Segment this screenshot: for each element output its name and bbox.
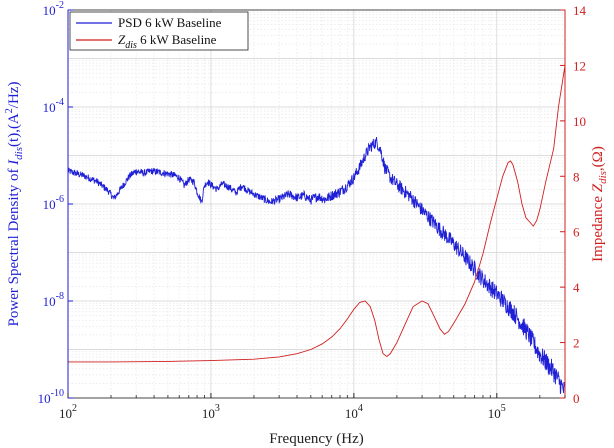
x-axis-tick-label: 102 [59,403,77,421]
legend-label-psd: PSD 6 kW Baseline [118,15,222,30]
legend: PSD 6 kW Baseline Zdis 6 kW Baseline [69,11,249,51]
right-axis-title-sub: dis [597,171,609,184]
x-axis-tick-label: 104 [345,403,363,421]
right-axis-tick-label: 10 [573,114,586,129]
left-tick-base: 10 [43,100,56,115]
left-axis-title-prefix: Power Spectral Density of [6,165,22,327]
x-tick-exp: 5 [501,403,506,414]
left-tick-exp: -10 [51,388,64,399]
left-axis-title-suffix: /Hz) [6,82,22,109]
grid [67,9,566,399]
right-axis-tick-label: 4 [573,280,580,295]
left-axis-tick-label: 10-4 [43,97,64,115]
left-axis-title-sup: 2 [4,108,15,113]
x-tick-exp: 3 [215,403,220,414]
bottom-axis: 102 103 104 105 [59,393,566,421]
right-axis-title: Impedance Zdis,(Ω) [590,146,609,262]
left-tick-base: 10 [38,391,51,406]
left-axis-tick-label: 10-10 [38,388,64,406]
right-axis-title-var: Z [590,183,606,192]
right-axis-tick-label: 8 [573,169,580,184]
right-axis-tick-label: 14 [573,3,587,18]
right-axis-tick-label: 6 [573,225,580,240]
left-tick-exp: -8 [56,291,64,302]
left-tick-base: 10 [43,3,56,18]
legend-zdis-var: Z [118,32,126,47]
left-axis-title-sub: dis [13,147,25,160]
left-axis-tick-label: 10-6 [43,194,64,212]
left-tick-base: 10 [43,197,56,212]
x-tick-base: 10 [345,406,358,421]
left-axis-title: Power Spectral Density of Idis(t),(A2/Hz… [4,82,25,327]
x-tick-base: 10 [59,406,72,421]
legend-box [69,11,249,51]
series-line-zdis [68,65,566,363]
legend-zdis-text: 6 kW Baseline [137,32,217,47]
x-tick-base: 10 [488,406,501,421]
left-tick-exp: -6 [56,194,64,205]
x-axis-tick-label: 105 [488,403,506,421]
right-axis-tick-label: 2 [573,336,580,351]
right-axis-tick-label: 0 [573,391,580,406]
right-axis-title-suffix: ,(Ω) [590,146,606,171]
series-line-psd [67,136,566,395]
x-axis-title: Frequency (Hz) [269,431,364,447]
x-tick-exp: 2 [72,403,77,414]
legend-label-zdis: Zdis 6 kW Baseline [118,32,217,51]
right-axis: 0 2 4 6 8 10 12 14 [560,3,587,406]
left-tick-exp: -4 [56,97,64,108]
right-axis-title-prefix: Impedance [590,192,606,262]
left-axis-tick-label: 10-8 [43,291,64,309]
left-axis-title-var: I [6,159,22,166]
left-tick-base: 10 [43,294,56,309]
x-tick-base: 10 [202,406,215,421]
x-axis-tick-label: 103 [202,403,220,421]
x-tick-exp: 4 [358,403,363,414]
left-tick-exp: -2 [56,0,64,11]
right-axis-tick-label: 12 [573,58,586,73]
series-layer [67,65,566,395]
legend-zdis-sub: dis [125,40,137,51]
left-axis-title-mid: (t),(A [6,113,22,147]
left-axis-tick-label: 10-2 [43,0,64,18]
